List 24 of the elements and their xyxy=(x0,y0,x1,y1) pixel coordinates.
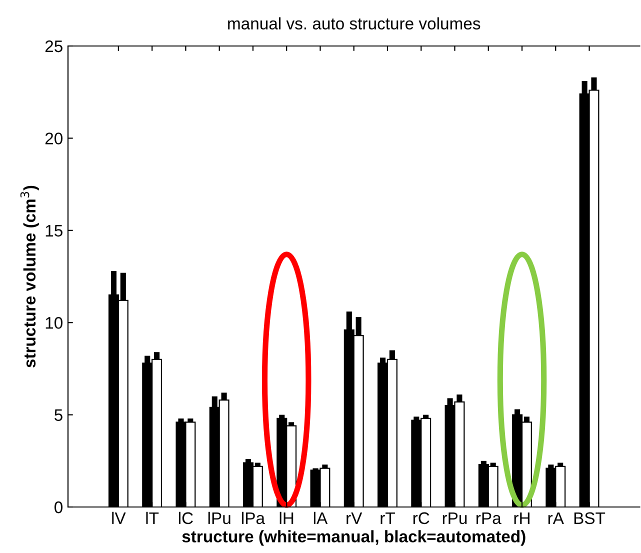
y-tick-label: 25 xyxy=(45,40,62,52)
x-tick-label: lA xyxy=(314,512,328,524)
y-tick-label: 15 xyxy=(46,224,62,237)
x-tick-label: lT xyxy=(146,512,159,524)
x-tick-label: lPa xyxy=(242,512,266,524)
x-tick-label: lH xyxy=(280,512,294,524)
x-axis-title: structure (white=manual, black=automated) xyxy=(182,530,526,546)
y-tick-label: 10 xyxy=(46,317,62,329)
x-tick-label: lC xyxy=(178,512,193,524)
y-tick-label: 20 xyxy=(45,132,62,144)
x-tick-label: rA xyxy=(548,512,564,524)
y-axis-title: structure volume (cm$^{3}$) xyxy=(20,186,39,368)
x-tick-label: rH xyxy=(514,512,530,524)
x-tick-label: rPu xyxy=(442,512,467,524)
x-tick-label: lV xyxy=(112,512,126,524)
x-tick-label: rPa xyxy=(476,512,502,524)
x-tick-label: rT xyxy=(380,512,395,524)
x-tick-label: rC xyxy=(413,512,430,524)
y-tick-label: 0 xyxy=(54,501,62,514)
x-tick-label: lPu xyxy=(208,512,230,524)
x-tick-label: rV xyxy=(346,512,362,524)
chart-title: manual vs. auto structure volumes xyxy=(228,17,480,30)
x-tick-label: BST xyxy=(574,512,606,524)
y-tick-label: 5 xyxy=(54,409,62,422)
